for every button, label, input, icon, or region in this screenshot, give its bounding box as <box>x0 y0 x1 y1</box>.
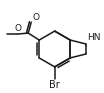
Text: O: O <box>32 13 39 22</box>
Text: Br: Br <box>49 80 60 90</box>
Text: HN: HN <box>87 33 101 42</box>
Text: O: O <box>15 24 22 33</box>
